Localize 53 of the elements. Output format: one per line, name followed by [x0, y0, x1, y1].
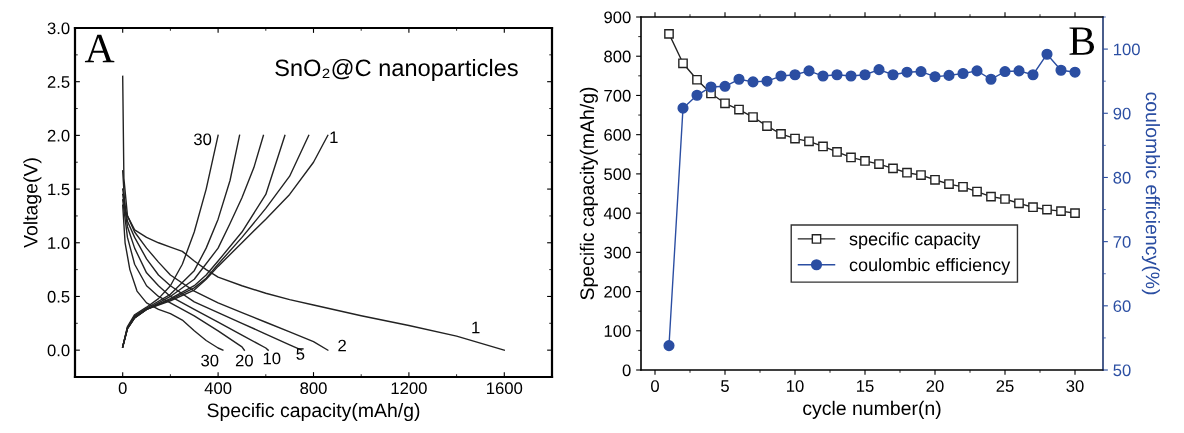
x-tick-label: 30 — [1066, 380, 1084, 392]
y-tick-label: 700 — [604, 89, 631, 102]
y-tick-label: 2.5 — [47, 76, 70, 88]
x-axis-title: cycle number(n) — [803, 400, 941, 419]
x-tick-label: 0 — [651, 380, 659, 392]
y-tick-label: 400 — [603, 207, 631, 220]
y-tick-label: 600 — [604, 129, 631, 141]
y-tick-label: 500 — [604, 168, 631, 181]
x-tick-label: 10 — [787, 380, 804, 392]
y-tick-label: 0 — [622, 364, 631, 377]
x-tick-label: 5 — [721, 380, 729, 392]
y-tick-label: 900 — [604, 11, 631, 24]
y-tick-label: 300 — [604, 246, 631, 259]
y2-tick-label: 50 — [1113, 364, 1131, 377]
y-tick-label: 3.0 — [47, 22, 70, 35]
y2-tick-label: 90 — [1113, 107, 1131, 120]
y2-axis-title: coulombic efficiency(%) — [1141, 92, 1160, 295]
x-tick-label: 1200 — [391, 382, 427, 395]
y2-tick-label: 80 — [1113, 171, 1131, 184]
annotation: 5 — [296, 348, 305, 360]
annotation: SnO₂@C nanoparticles — [275, 58, 518, 81]
x-tick-label: 0 — [118, 382, 127, 395]
annotation: 30 — [193, 133, 212, 146]
x-tick-label: 400 — [204, 382, 232, 395]
y2-tick-label: 100 — [1113, 43, 1140, 56]
legend-label: specific capacity — [849, 232, 981, 249]
annotation: 20 — [235, 354, 253, 367]
x-tick-label: 25 — [996, 380, 1014, 392]
y-tick-label: 100 — [604, 325, 631, 337]
annotation: 1 — [472, 321, 480, 334]
y2-tick-label: 70 — [1113, 236, 1131, 248]
annotation: 1 — [330, 131, 338, 143]
y-tick-label: 2.0 — [47, 129, 70, 142]
y-tick-label: 200 — [604, 285, 631, 298]
y-axis-title: Voltage(V) — [23, 158, 42, 248]
annotation: 2 — [338, 339, 346, 352]
legend-label: coulombic efficiency — [849, 258, 1011, 275]
x-tick-label: 20 — [926, 380, 944, 392]
y-tick-label: 1.0 — [48, 237, 70, 249]
y-tick-label: 0.5 — [47, 290, 70, 303]
y2-tick-label: 60 — [1113, 300, 1131, 313]
y-tick-label: 0.0 — [47, 344, 70, 357]
x-tick-label: 800 — [300, 382, 327, 395]
y-tick-label: 800 — [604, 50, 631, 63]
annotation: B — [1069, 27, 1095, 55]
annotation: 10 — [263, 352, 281, 365]
annotation: 30 — [201, 354, 219, 367]
y-axis-title: Specific capacity(mAh/g) — [579, 87, 598, 300]
x-axis-title: Specific capacity(mAh/g) — [207, 402, 420, 422]
x-tick-label: 1600 — [487, 382, 523, 395]
x-tick-label: 15 — [857, 380, 874, 392]
annotation: A — [84, 34, 115, 63]
y-tick-label: 1.5 — [48, 183, 70, 196]
